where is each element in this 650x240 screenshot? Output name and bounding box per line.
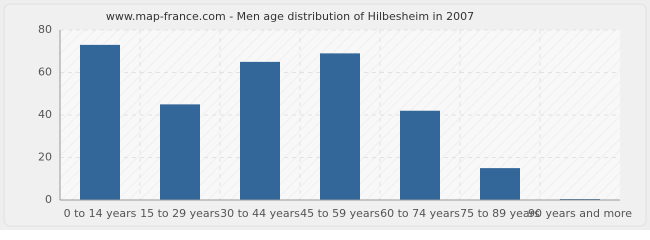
bar bbox=[160, 104, 200, 200]
y-tick-label: 60 bbox=[38, 66, 52, 79]
y-tick-label: 80 bbox=[38, 23, 52, 36]
bar bbox=[320, 53, 360, 200]
chart: www.map-france.com - Men age distributio… bbox=[0, 0, 650, 230]
x-tick-label: 15 to 29 years bbox=[140, 207, 220, 220]
bar bbox=[80, 44, 120, 200]
x-tick-label: 75 to 89 years bbox=[460, 207, 540, 220]
x-tick-label: 60 to 74 years bbox=[380, 207, 460, 220]
x-tick-label: 0 to 14 years bbox=[64, 207, 137, 220]
bar bbox=[400, 110, 440, 200]
x-tick-label: 90 years and more bbox=[528, 207, 632, 220]
y-tick-label: 20 bbox=[38, 151, 52, 164]
chart-title: www.map-france.com - Men age distributio… bbox=[106, 10, 474, 23]
y-tick-label: 0 bbox=[45, 193, 52, 206]
x-tick-label: 30 to 44 years bbox=[220, 207, 300, 220]
y-tick-label: 40 bbox=[38, 108, 52, 121]
bar bbox=[240, 61, 280, 200]
bar bbox=[480, 168, 520, 200]
x-tick-label: 45 to 59 years bbox=[300, 207, 380, 220]
